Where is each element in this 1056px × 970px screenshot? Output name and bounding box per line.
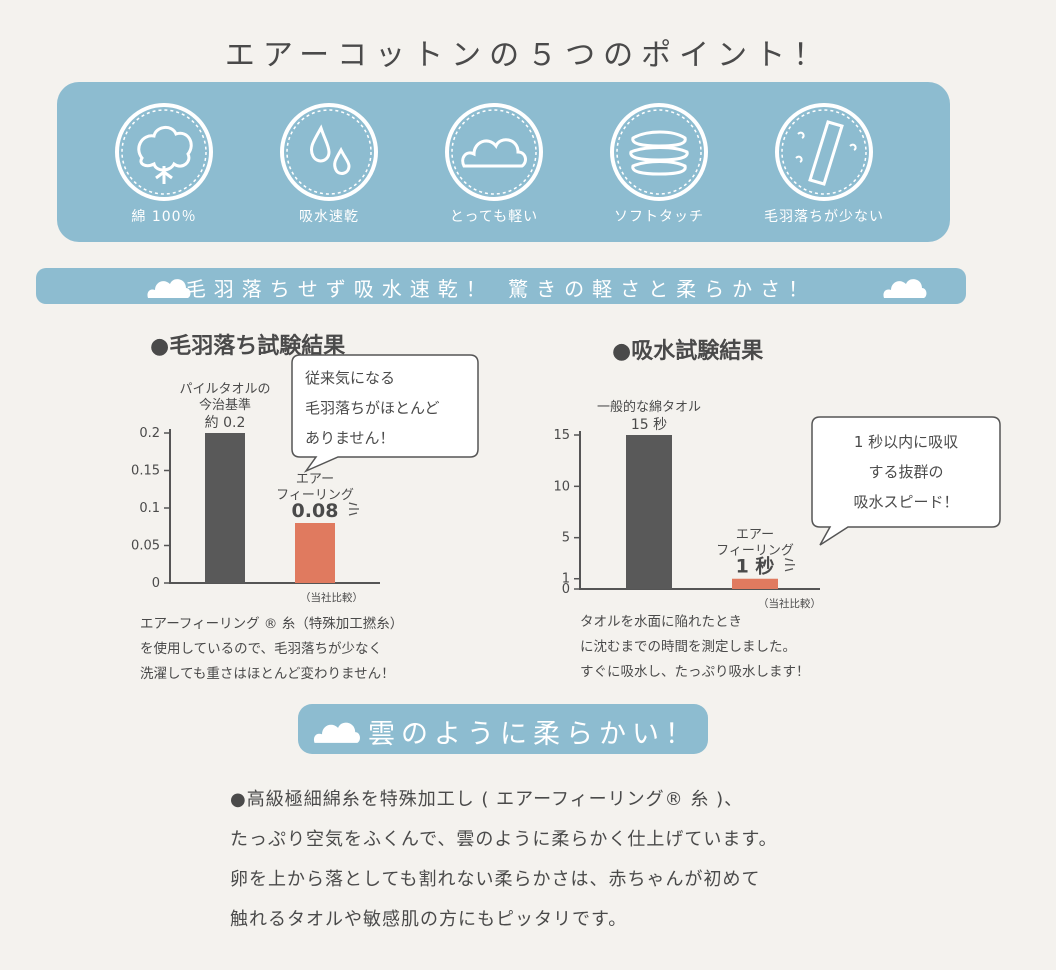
absorb-test-title: ●吸水試験結果 <box>612 339 764 364</box>
point-light: とっても軽い <box>434 100 554 226</box>
description-line: 卵を上から落としても割れない柔らかさは、赤ちゃんが初めて <box>230 869 761 890</box>
note-line: に沈むまでの時間を測定しました。 <box>580 639 796 655</box>
speech-bubble <box>811 416 1001 546</box>
feature-banner: 毛羽落ちせず吸水速乾！ 驚きの軽さと柔らかさ！ <box>36 268 966 304</box>
point-label: ソフトタッチ <box>614 209 704 225</box>
banner-text: 毛羽落ちせず吸水速乾！ 驚きの軽さと柔らかさ！ <box>185 277 817 301</box>
description-line: たっぷり空気をふくんで、雲のように柔らかく仕上げています。 <box>230 829 778 850</box>
cloud-icon <box>147 279 191 298</box>
point-cotton: 綿 100％ <box>104 100 224 226</box>
cloud-icon <box>313 722 361 743</box>
point-soft: ソフトタッチ <box>599 100 719 226</box>
cloud-icon <box>445 103 543 201</box>
bar-category-label: エアー <box>296 472 334 487</box>
point-lint: 毛羽落ちが少ない <box>764 100 884 226</box>
description: ●高級極細綿糸を特殊加工し ( エアーフィーリング® 糸 )、 たっぷり空気をふ… <box>230 780 778 940</box>
soft-heading: 雲のように柔らかい！ <box>368 719 698 750</box>
y-tick-label: 0.05 <box>131 539 160 554</box>
y-tick-label: 1 <box>562 572 570 587</box>
bubble-text-line: 吸水スピード！ <box>853 493 958 511</box>
y-tick-label: 0.2 <box>139 426 160 441</box>
note-line: 洗濯しても重さはほとんど変わりません！ <box>140 666 395 682</box>
bar-value-label: 1 秒 <box>736 555 775 578</box>
chart-footnote: （当社比較） <box>758 597 821 610</box>
note-line: エアーフィーリング ® 糸（特殊加工撚糸） <box>140 616 404 632</box>
bubble-text-line: 従来気になる <box>305 369 395 387</box>
bar-category-label: フィーリング <box>276 488 354 503</box>
cloud-icon <box>883 279 927 298</box>
note-line: を使用しているので、毛羽落ちが少なく <box>140 641 383 657</box>
point-label: 毛羽落ちが少ない <box>764 209 884 225</box>
water-drops-icon <box>280 103 378 201</box>
y-tick-label: 10 <box>553 479 570 494</box>
absorb-note: タオルを水面に陥れたとき に沈むまでの時間を測定しました。 すぐに吸水し、たっぷ… <box>580 610 810 685</box>
soft-heading-pill: 雲のように柔らかい！ <box>298 704 708 754</box>
bar-category-label: 今治基準 <box>199 397 251 413</box>
bar-category-label: 一般的な綿タオル <box>597 399 701 415</box>
y-tick-label: 5 <box>562 531 570 546</box>
chart-axis <box>579 431 820 590</box>
towel-icon <box>775 103 873 201</box>
y-tick-label: 0.15 <box>131 464 160 479</box>
cotton-plant-icon <box>115 103 213 201</box>
bar-value-label: 15 秒 <box>631 417 667 433</box>
bar-1 <box>732 578 778 589</box>
sparkle-mark <box>348 502 359 516</box>
page-title: エアーコットンの５つのポイント！ <box>224 38 832 73</box>
bar-0 <box>205 433 245 583</box>
point-water: 吸水速乾 <box>269 100 389 226</box>
y-tick-label: 0 <box>562 582 570 597</box>
note-line: すぐに吸水し、たっぷり吸水します！ <box>580 664 810 680</box>
lint-note: エアーフィーリング ® 糸（特殊加工撚糸） を使用しているので、毛羽落ちが少なく… <box>140 612 403 687</box>
point-label: とっても軽い <box>449 209 539 225</box>
note-line: タオルを水面に陥れたとき <box>580 614 742 630</box>
bubble-text-line: ありません！ <box>305 429 395 447</box>
sparkle-mark <box>784 558 795 572</box>
y-tick-label: 0 <box>152 576 160 591</box>
bar-value-label: 約 0.2 <box>205 415 246 431</box>
absorb-chart: 15 10 5 10 15 秒 一般的な綿タオル 1 秒 エアーフィーリング （当社比較） 1 秒… <box>553 399 1001 610</box>
bar-category-label: フィーリング <box>716 544 794 559</box>
y-tick-label: 0.1 <box>139 501 160 516</box>
bar-category-label: パイルタオルの <box>179 382 270 397</box>
point-label: 綿 100％ <box>131 209 197 225</box>
bar-category-label: エアー <box>736 528 774 543</box>
bubble-text-line: 毛羽落ちがほとんど <box>305 399 440 417</box>
y-tick-label: 15 <box>553 428 570 443</box>
speech-bubble <box>291 354 479 473</box>
point-label: 吸水速乾 <box>299 209 359 225</box>
chart-footnote: （当社比較） <box>300 591 363 604</box>
folded-towels-icon <box>610 103 708 201</box>
bar-0 <box>626 435 672 589</box>
bubble-text-line: する抜群の <box>868 463 943 481</box>
description-line: 触れるタオルや敏感肌の方にもピッタリです。 <box>230 909 628 930</box>
points-panel: 綿 100％ 吸水速乾 とっても軽い ソフトタッチ <box>57 82 950 242</box>
bar-1 <box>295 523 335 583</box>
description-line: ●高級極細綿糸を特殊加工し ( エアーフィーリング® 糸 )、 <box>230 789 744 810</box>
bar-value-label: 0.08 <box>292 500 339 522</box>
bubble-text-line: 1 秒以内に吸収 <box>854 433 958 451</box>
